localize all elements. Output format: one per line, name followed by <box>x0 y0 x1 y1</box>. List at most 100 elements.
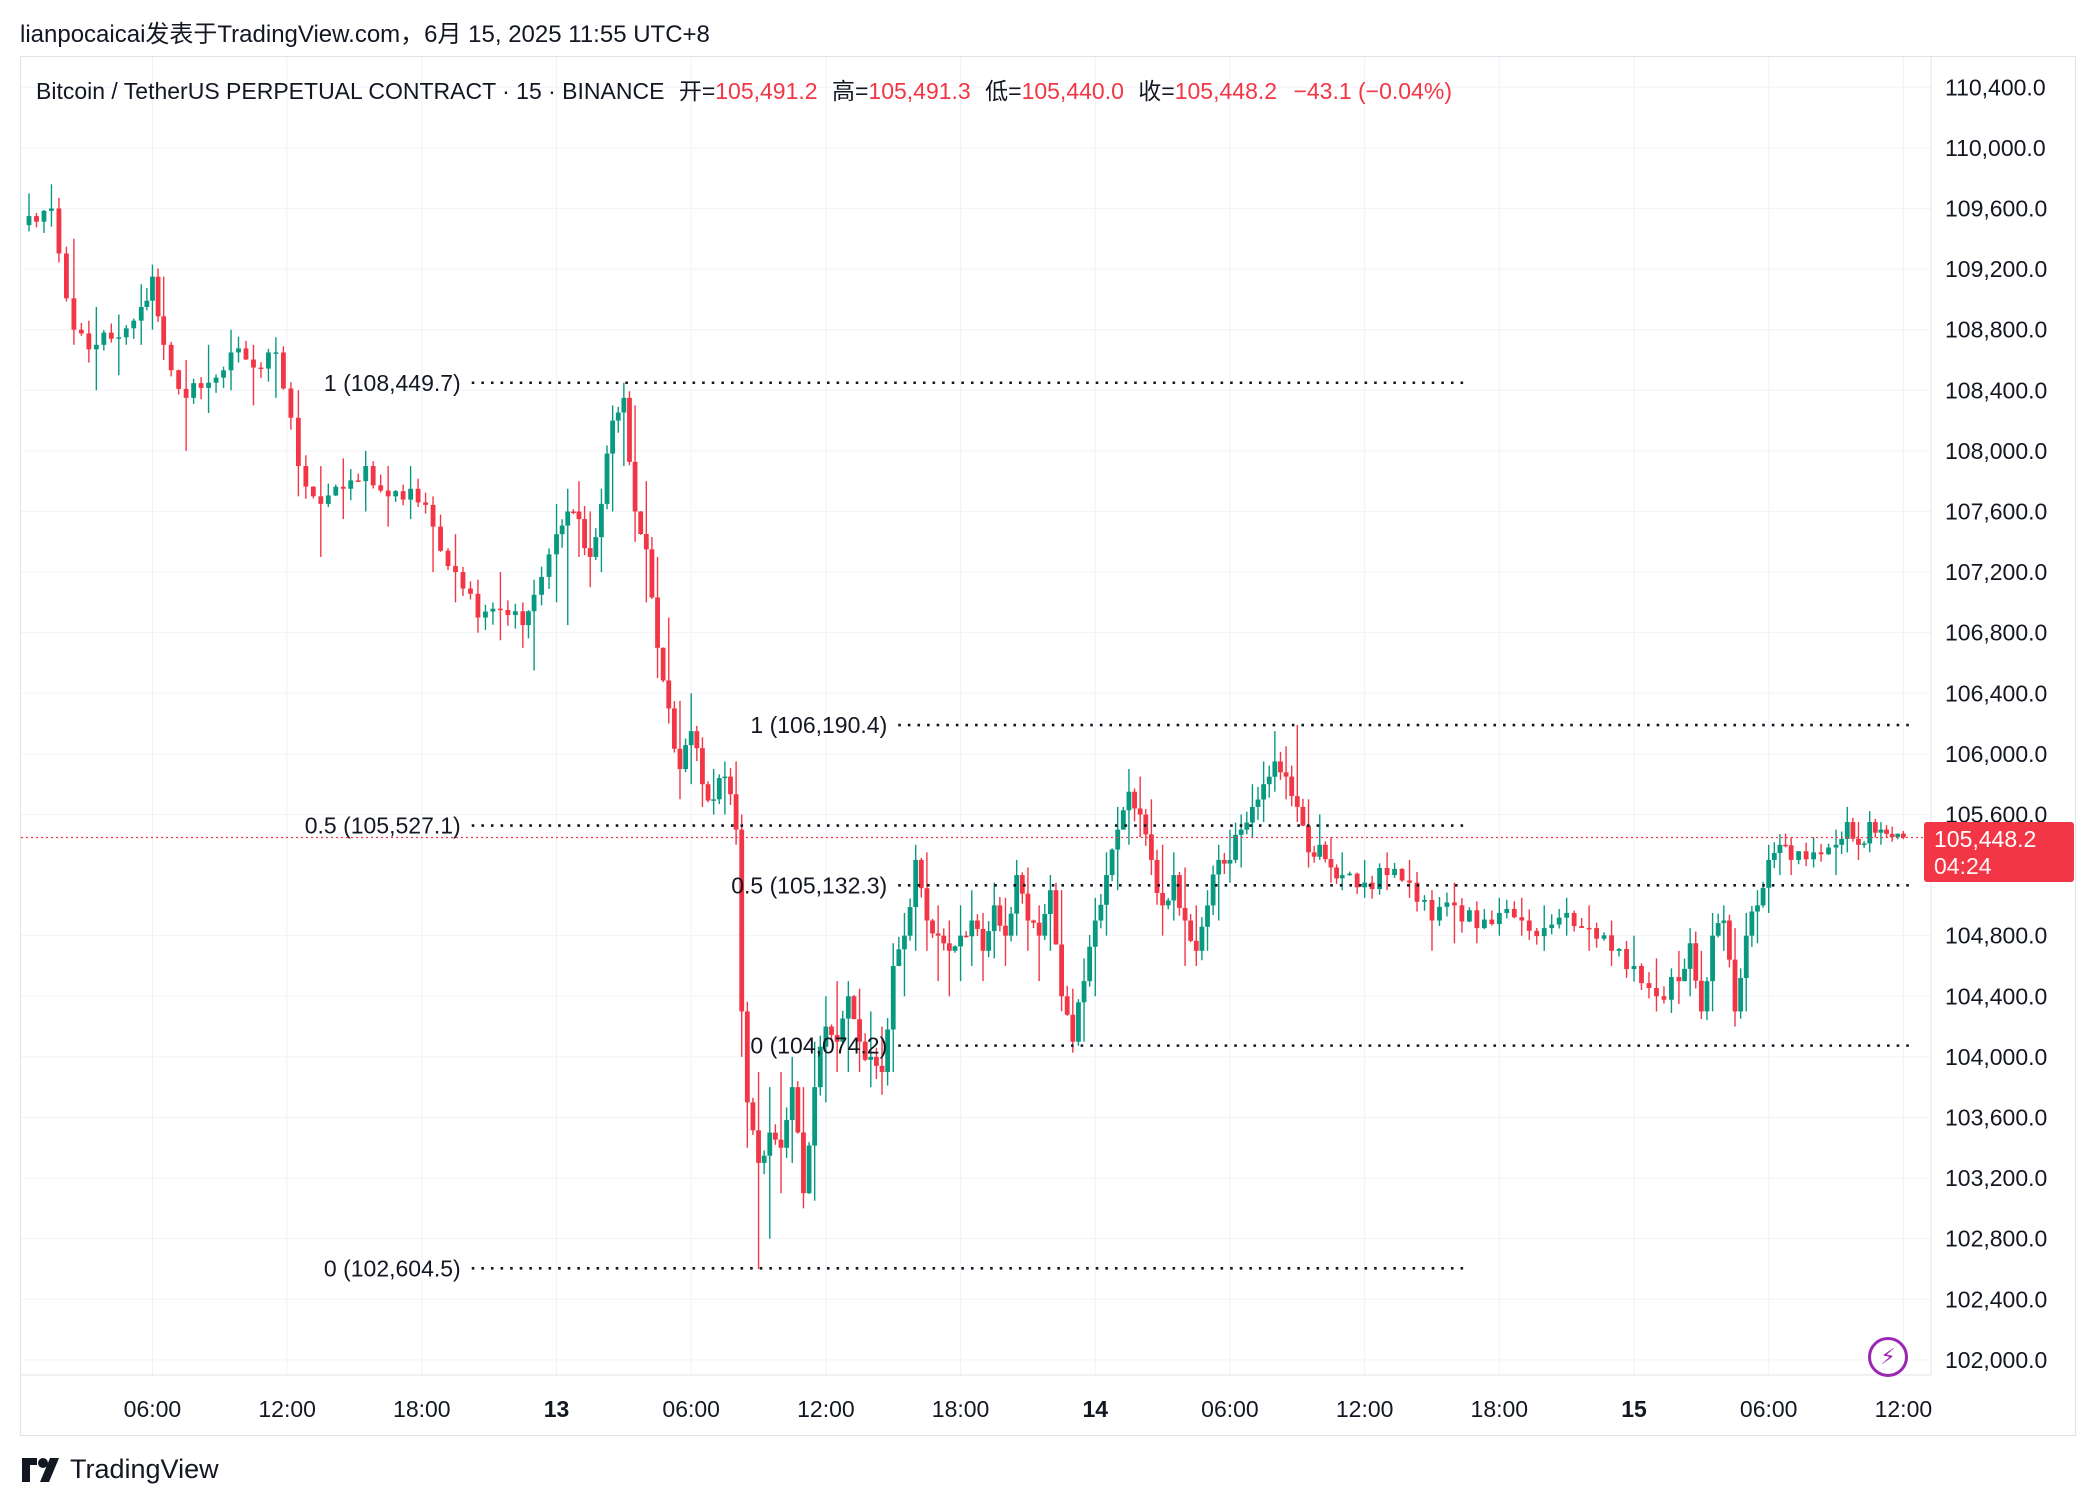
candle <box>1526 920 1532 931</box>
candle <box>913 859 919 908</box>
candle <box>1165 900 1171 906</box>
candle <box>1025 893 1031 921</box>
candle <box>1504 908 1510 913</box>
candle <box>1261 784 1267 800</box>
symbol-title[interactable]: Bitcoin / TetherUS PERPETUAL CONTRACT · … <box>36 78 665 104</box>
candle <box>604 453 610 504</box>
candle <box>1384 867 1390 876</box>
candle <box>1322 844 1328 860</box>
candle <box>1693 943 1699 981</box>
y-tick-label: 110,000.0 <box>1945 135 2046 161</box>
candle <box>1579 926 1585 928</box>
candle <box>116 337 122 339</box>
y-tick-label: 103,200.0 <box>1945 1165 2047 1191</box>
candle <box>1317 844 1323 857</box>
bar-countdown: 04:24 <box>1934 853 1992 879</box>
candle <box>1850 822 1856 839</box>
candle <box>258 367 264 370</box>
candle <box>1003 925 1008 936</box>
fib-level-label: 1 (106,190.4) <box>750 712 887 738</box>
candle <box>851 996 857 1020</box>
candle <box>1354 873 1360 888</box>
candle <box>1154 859 1160 893</box>
x-tick-label: 12:00 <box>1875 1396 1933 1422</box>
candle <box>991 905 997 932</box>
candle <box>975 920 980 929</box>
candle <box>393 491 399 497</box>
x-tick-label: 06:00 <box>1201 1396 1259 1422</box>
x-tick-label: 06:00 <box>124 1396 182 1422</box>
candle <box>587 548 593 557</box>
candle <box>1160 892 1166 906</box>
candle <box>1727 920 1732 960</box>
candle <box>817 1046 823 1088</box>
candle <box>1148 834 1154 860</box>
candle <box>1571 912 1577 927</box>
close-label: 收= <box>1138 78 1175 104</box>
candle <box>1631 965 1637 970</box>
candle <box>1047 890 1053 914</box>
candle <box>593 537 599 557</box>
candle <box>34 216 39 222</box>
candle <box>539 576 544 595</box>
tradingview-logo[interactable]: TradingView <box>20 1454 219 1485</box>
tradingview-logo-icon <box>22 1457 59 1482</box>
candle <box>108 332 114 339</box>
candle <box>671 708 677 749</box>
candle <box>610 420 616 454</box>
candle <box>1132 791 1137 809</box>
candle <box>86 333 92 350</box>
candle <box>1070 1014 1076 1042</box>
candle <box>1294 796 1300 807</box>
candle <box>958 935 963 947</box>
y-tick-label: 109,600.0 <box>1945 195 2047 221</box>
candle <box>1311 852 1317 857</box>
candle <box>370 466 376 486</box>
candle <box>874 1056 879 1066</box>
candle <box>123 328 129 338</box>
candle <box>318 496 324 504</box>
candle <box>643 534 649 550</box>
candle <box>1749 911 1755 936</box>
y-tick-label: 108,800.0 <box>1945 317 2047 343</box>
candle <box>1019 875 1025 894</box>
candle <box>1721 920 1727 924</box>
candlestick-chart[interactable]: 110,400.0 110,000.0 109,600.0 109,200.0 108,… <box>21 57 2077 1437</box>
candle <box>1437 906 1442 921</box>
candle <box>1266 776 1272 785</box>
candle <box>1076 1002 1081 1042</box>
x-tick-label: 18:00 <box>393 1396 451 1422</box>
candle <box>767 1132 773 1156</box>
x-tick-label: 18:00 <box>1471 1396 1529 1422</box>
candle <box>582 519 587 549</box>
candle <box>1844 822 1850 839</box>
candle <box>303 466 309 487</box>
candle <box>733 794 739 830</box>
candle <box>896 949 902 966</box>
x-tick-label: 06:00 <box>662 1396 720 1422</box>
candle <box>1519 917 1525 921</box>
candle <box>243 348 249 360</box>
candle <box>228 352 234 371</box>
candle <box>1639 965 1644 984</box>
candle <box>1646 983 1652 988</box>
candle <box>183 388 189 398</box>
candle <box>423 502 428 505</box>
candle <box>1496 912 1502 925</box>
candle <box>1109 849 1115 876</box>
fib-level-label: 0.5 (105,132.3) <box>731 872 887 898</box>
candle <box>1771 852 1777 860</box>
candle <box>1861 843 1867 845</box>
lightning-bolt-icon[interactable]: ⚡ <box>1868 1337 1908 1377</box>
candle <box>281 352 286 389</box>
candle <box>1481 919 1487 929</box>
candle <box>498 608 503 611</box>
candle <box>468 588 473 594</box>
candle <box>144 300 150 307</box>
candle <box>834 1034 840 1042</box>
candle <box>1407 880 1412 883</box>
candle <box>700 748 705 785</box>
candle <box>64 253 69 299</box>
candle <box>526 611 531 626</box>
chart-frame[interactable]: 110,400.0 110,000.0 109,600.0 109,200.0 108,… <box>20 56 2076 1436</box>
